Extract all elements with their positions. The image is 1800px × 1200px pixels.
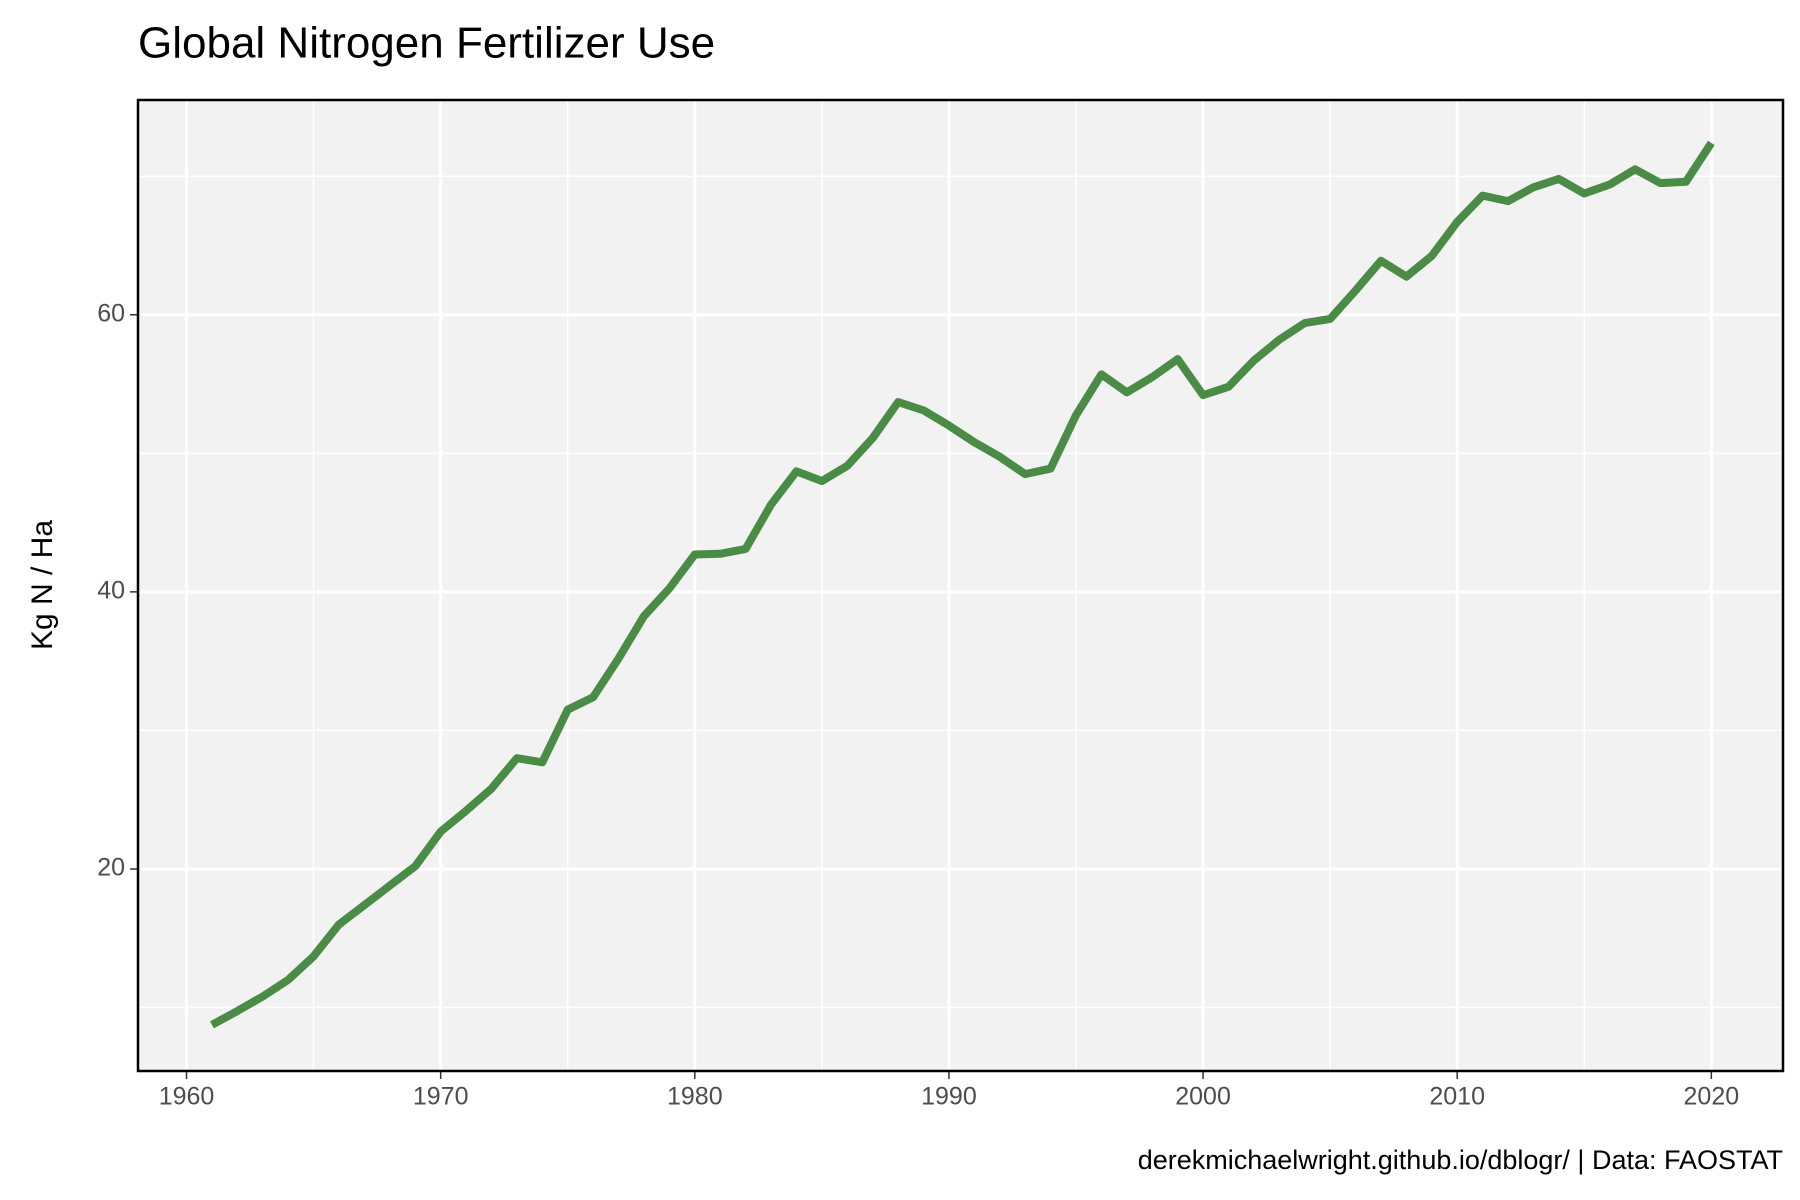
y-axis-label: Kg N / Ha [26,520,59,650]
caption: derekmichaelwright.github.io/dblogr/ | D… [1138,1145,1783,1175]
y-tick-label: 40 [97,576,125,604]
data-line [210,140,1715,1029]
x-tick-label: 1980 [667,1083,723,1111]
plot-background [138,100,1783,1071]
x-tick-label: 1990 [921,1083,977,1111]
x-tick-label: 2020 [1684,1083,1740,1111]
plot-border [136,98,1785,1073]
y-tick-label: 20 [97,854,125,882]
x-tick-label: 1960 [159,1083,215,1111]
x-tick-label: 2010 [1429,1083,1485,1111]
x-tick-label: 1970 [413,1083,469,1111]
y-tick-label: 60 [97,299,125,327]
chart-title: Global Nitrogen Fertilizer Use [138,19,715,68]
x-tick-label: 2000 [1175,1083,1231,1111]
